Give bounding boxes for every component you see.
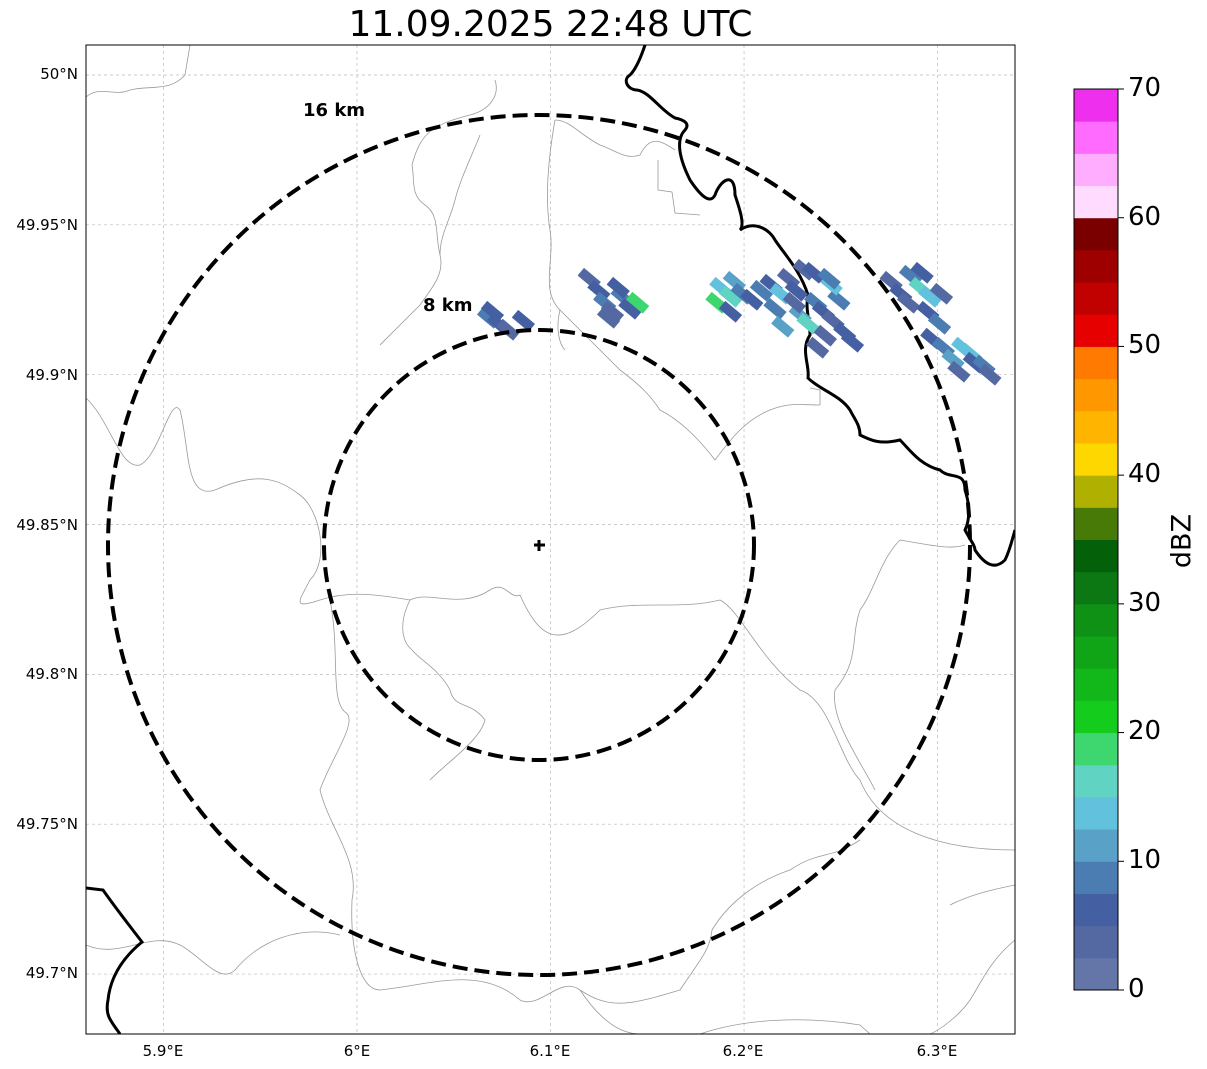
lat-tick-label: 49.7°N	[25, 964, 78, 982]
lon-tick-label: 6.1°E	[529, 1042, 571, 1060]
echo-cell	[763, 297, 787, 320]
colorbar-segment	[1074, 89, 1118, 122]
colorbar-segment	[1074, 893, 1118, 927]
echo-cell	[749, 279, 774, 302]
echo-cell	[840, 330, 865, 353]
echo-cell	[596, 306, 621, 329]
colorbar-segment	[1074, 957, 1118, 991]
colorbar-segment	[1074, 539, 1118, 573]
colorbar-segment	[1074, 829, 1118, 862]
echo-cell	[625, 291, 650, 314]
echo-cell	[606, 276, 630, 299]
echo-cell	[827, 288, 851, 311]
echo-cell	[718, 300, 743, 323]
colorbar-tick-label: 40	[1128, 459, 1162, 489]
colorbar-tick-marks	[1118, 88, 1124, 991]
echo-cell	[587, 279, 611, 302]
range-rings	[106, 113, 972, 977]
lon-tick-label: 5.9°E	[142, 1042, 184, 1060]
colorbar-segment	[1074, 378, 1118, 412]
colorbar-segment	[1074, 925, 1118, 959]
colorbar-segment	[1074, 636, 1118, 669]
echo-cell	[910, 261, 934, 284]
map-frame	[85, 44, 1016, 1035]
colorbar-tick-label: 60	[1128, 202, 1162, 232]
colorbar-segment	[1074, 732, 1118, 766]
echo-cell	[618, 297, 642, 320]
echo-cell	[978, 363, 1002, 386]
echo-cell	[480, 300, 505, 323]
echo-cell	[929, 282, 954, 305]
colorbar-segment	[1074, 410, 1118, 444]
map-gridlines	[86, 45, 1015, 1034]
lat-tick-label: 49.95°N	[16, 216, 78, 234]
map-title: 11.09.2025 22:48 UTC	[348, 4, 753, 45]
colorbar-tick-label: 0	[1128, 974, 1145, 1004]
colorbar-segment	[1074, 668, 1118, 701]
colorbar-segment	[1074, 507, 1118, 540]
echo-cell	[771, 315, 795, 338]
lat-tick-label: 50°N	[40, 65, 78, 83]
colorbar-frame	[1073, 88, 1119, 991]
colorbar-tick-label: 70	[1128, 73, 1162, 103]
echo-cell	[718, 285, 743, 308]
echo-cell	[511, 309, 536, 332]
echo-cell	[813, 324, 837, 347]
colorbar-segment	[1074, 796, 1118, 830]
lat-tick-label: 49.85°N	[16, 516, 78, 534]
echo-cell	[941, 348, 965, 371]
colorbar-tick-label: 50	[1128, 330, 1162, 360]
echo-cell	[740, 288, 764, 311]
lon-tick-label: 6°E	[343, 1042, 371, 1060]
lon-tick-label: 6.3°E	[916, 1042, 958, 1060]
echo-cell	[782, 291, 807, 314]
colorbar-segment	[1074, 764, 1118, 798]
colorbar-unit-label: dBZ	[1166, 513, 1198, 569]
colorbar-segment	[1074, 475, 1118, 508]
echo-cell	[927, 312, 952, 335]
colorbar-segment	[1074, 282, 1118, 315]
colorbar-segment	[1074, 861, 1118, 894]
lat-tick-label: 49.8°N	[25, 665, 78, 683]
district-boundaries	[86, 45, 1015, 1034]
colorbar-segment	[1074, 603, 1118, 637]
range-ring-label-8km: 8 km	[423, 295, 473, 316]
colorbar-segment	[1074, 153, 1118, 187]
colorbar-segment	[1074, 346, 1118, 380]
echo-cell	[802, 261, 826, 284]
lat-tick-label: 49.9°N	[25, 366, 78, 384]
colorbar-segment	[1074, 314, 1118, 347]
colorbar-segment	[1074, 700, 1118, 734]
colorbar-tick-label: 30	[1128, 588, 1162, 618]
echo-cell	[947, 360, 971, 383]
colorbar-segment	[1074, 442, 1118, 476]
lat-tick-label: 49.75°N	[16, 815, 78, 833]
colorbar-segment	[1074, 217, 1118, 251]
range-ring-8km	[322, 328, 756, 762]
echo-cell	[496, 318, 520, 341]
colorbar-segment	[1074, 121, 1118, 154]
echo-cell	[784, 279, 808, 302]
range-ring-label-16km: 16 km	[303, 100, 366, 121]
colorbar-segment	[1074, 185, 1118, 219]
dbz-colorbar	[1074, 89, 1118, 991]
colorbar-segment	[1074, 249, 1118, 283]
echo-cell	[805, 336, 830, 359]
colorbar-tick-label: 10	[1128, 845, 1162, 875]
echo-cell	[918, 285, 942, 308]
colorbar-tick-label: 20	[1128, 716, 1162, 746]
echo-cell	[600, 300, 625, 323]
radar-site-marker	[534, 540, 545, 551]
lon-tick-label: 6.2°E	[722, 1042, 764, 1060]
radar-reflectivity-echoes	[476, 258, 1002, 386]
echo-cell	[817, 267, 841, 290]
range-ring-16km	[106, 113, 972, 977]
echo-cell	[796, 312, 820, 335]
colorbar-segment	[1074, 571, 1118, 605]
echo-cell	[896, 291, 921, 314]
